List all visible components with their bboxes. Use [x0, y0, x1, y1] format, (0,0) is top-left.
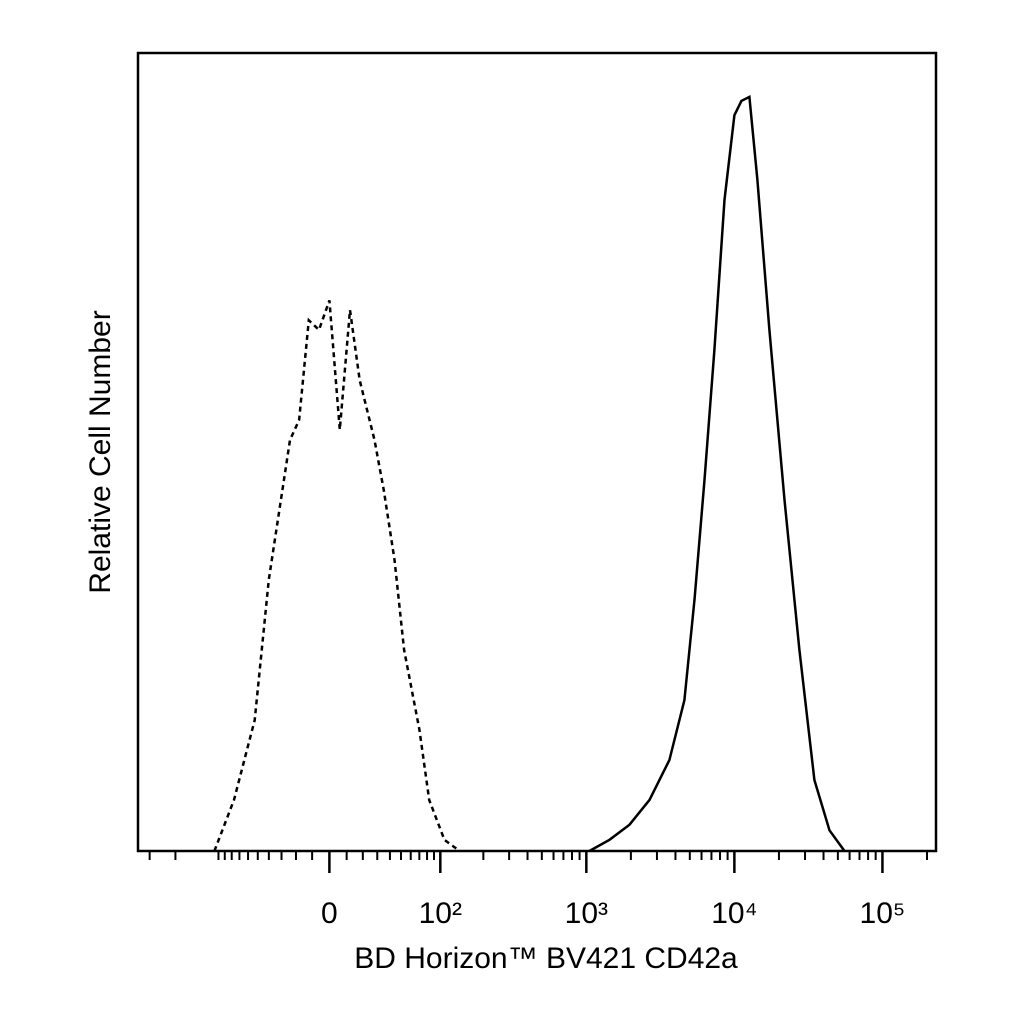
histogram-line	[588, 94, 846, 853]
x-tick-label: 10⁵	[860, 897, 906, 930]
x-axis-label: BD Horizon™ BV421 CD42a	[354, 942, 738, 975]
x-tick-label: 0	[321, 897, 338, 930]
plot-frame	[136, 51, 938, 853]
y-axis-label: Relative Cell Number	[84, 310, 117, 593]
x-tick-label: 10²	[419, 897, 462, 930]
x-tick-label: 10⁴	[711, 897, 757, 930]
histogram-line	[213, 299, 461, 853]
x-tick-label: 10³	[565, 897, 608, 930]
